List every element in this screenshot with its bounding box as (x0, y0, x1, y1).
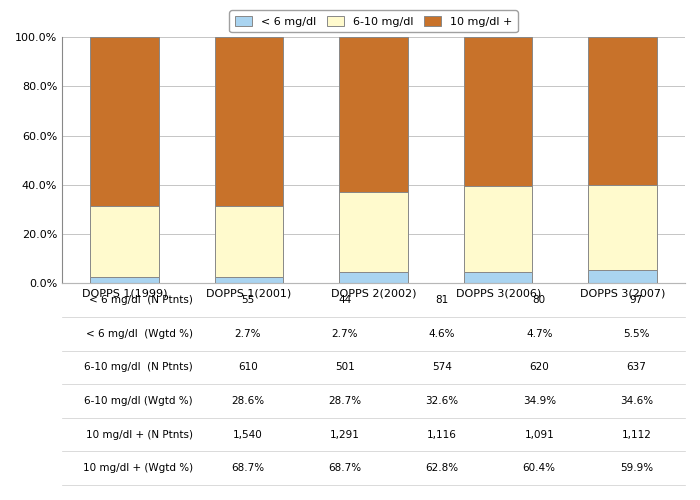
Text: 2.7%: 2.7% (332, 329, 358, 339)
Text: 6-10 mg/dl  (N Ptnts): 6-10 mg/dl (N Ptnts) (84, 362, 193, 372)
Text: 610: 610 (238, 362, 258, 372)
Text: 28.6%: 28.6% (231, 396, 265, 406)
Text: 1,291: 1,291 (330, 430, 360, 440)
Text: 6-10 mg/dl (Wgtd %): 6-10 mg/dl (Wgtd %) (84, 396, 193, 406)
Text: 4.7%: 4.7% (526, 329, 552, 339)
Text: 97: 97 (630, 295, 643, 305)
Bar (589, 37, 657, 184)
Text: 620: 620 (529, 362, 549, 372)
Text: 5.5%: 5.5% (623, 329, 650, 339)
Text: 68.7%: 68.7% (328, 463, 361, 473)
Bar (215, 206, 284, 276)
Text: 10 mg/dl + (N Ptnts): 10 mg/dl + (N Ptnts) (86, 430, 193, 440)
Text: 1,116: 1,116 (427, 430, 457, 440)
Bar (340, 37, 408, 192)
Bar (340, 272, 408, 283)
Text: 4.6%: 4.6% (429, 329, 455, 339)
Text: 59.9%: 59.9% (620, 463, 653, 473)
Text: 68.7%: 68.7% (231, 463, 265, 473)
Text: < 6 mg/dl  (N Ptnts): < 6 mg/dl (N Ptnts) (89, 295, 193, 305)
Text: 34.6%: 34.6% (620, 396, 653, 406)
Text: 44: 44 (338, 295, 351, 305)
Bar (90, 206, 159, 276)
Bar (464, 37, 533, 186)
Text: 60.4%: 60.4% (523, 463, 556, 473)
Text: 1,091: 1,091 (524, 430, 554, 440)
Bar (589, 270, 657, 283)
Text: 55: 55 (241, 295, 254, 305)
Legend: < 6 mg/dl, 6-10 mg/dl, 10 mg/dl +: < 6 mg/dl, 6-10 mg/dl, 10 mg/dl + (230, 10, 517, 32)
Bar (340, 192, 408, 272)
Text: 80: 80 (533, 295, 546, 305)
Bar (90, 276, 159, 283)
Text: 637: 637 (626, 362, 646, 372)
Text: 34.9%: 34.9% (523, 396, 556, 406)
Bar (589, 184, 657, 270)
Bar (215, 276, 284, 283)
Text: < 6 mg/dl  (Wgtd %): < 6 mg/dl (Wgtd %) (86, 329, 193, 339)
Text: 62.8%: 62.8% (426, 463, 458, 473)
Text: 81: 81 (435, 295, 449, 305)
Bar (464, 272, 533, 283)
Bar (215, 36, 284, 206)
Text: 32.6%: 32.6% (426, 396, 458, 406)
Text: 1,112: 1,112 (622, 430, 652, 440)
Bar (90, 37, 159, 206)
Text: 2.7%: 2.7% (234, 329, 261, 339)
Bar (464, 186, 533, 272)
Text: 10 mg/dl + (Wgtd %): 10 mg/dl + (Wgtd %) (83, 463, 193, 473)
Text: 1,540: 1,540 (233, 430, 262, 440)
Text: 501: 501 (335, 362, 355, 372)
Text: 28.7%: 28.7% (328, 396, 361, 406)
Text: 574: 574 (432, 362, 452, 372)
